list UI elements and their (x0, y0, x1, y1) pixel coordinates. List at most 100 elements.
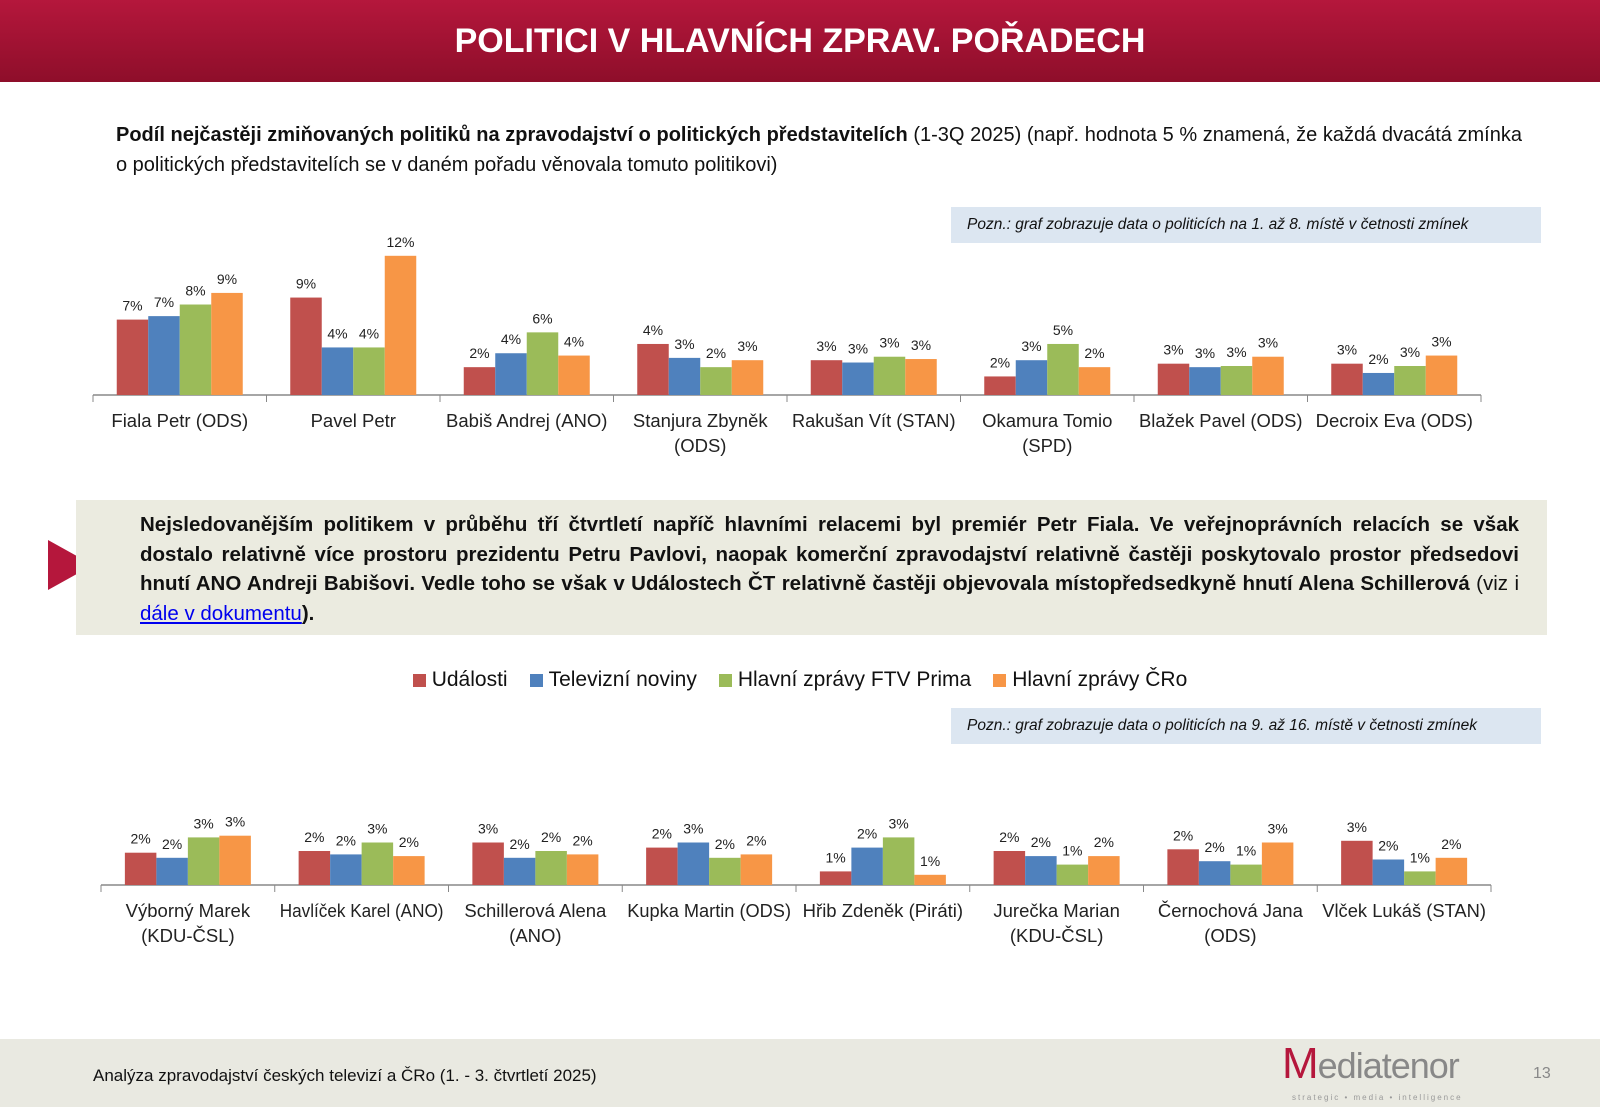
bar (873, 356, 906, 395)
bar (124, 852, 157, 885)
chart-subtitle: Podíl nejčastěji zmiňovaných politiků na… (116, 120, 1522, 180)
bar (472, 842, 504, 885)
bar (116, 319, 149, 395)
category-label: Fiala Petr (ODS) (111, 410, 248, 431)
bar (526, 332, 559, 395)
bar (187, 837, 220, 885)
bar (1157, 363, 1190, 395)
bar (1404, 871, 1436, 885)
chart-bottom: 2% 2% 3% 3% Výborný Marek (KDU-ČSL) 2% 2% 3% 2% Ha… (100, 814, 1492, 946)
legend: Události Televizní noviny Hlavní zprávy … (0, 668, 1600, 692)
bar (1078, 367, 1111, 395)
data-label: 3% (816, 338, 836, 354)
bar (1056, 864, 1089, 885)
category-label: Rakušan Vít (STAN) (792, 410, 956, 431)
footer: Analýza zpravodajství českých televizí a… (0, 1039, 1600, 1107)
bar (1025, 856, 1057, 885)
bar (1372, 859, 1405, 885)
bar (731, 360, 764, 395)
data-label: 4% (359, 325, 379, 341)
bar (1425, 355, 1458, 395)
data-label: 3% (1400, 344, 1420, 360)
subtitle-bold: Podíl nejčastěji zmiňovaných politiků na… (116, 124, 908, 146)
callout-box: Nejsledovanějším politikem v průběhu tří… (76, 500, 1547, 635)
data-label: 2% (1368, 351, 1388, 367)
bar (1189, 367, 1221, 395)
bar (558, 355, 590, 395)
bar (842, 362, 874, 395)
data-label: 3% (1258, 335, 1278, 351)
data-label: 7% (122, 298, 142, 314)
data-label: 2% (857, 826, 877, 842)
legend-swatch (993, 673, 1007, 687)
bar (677, 842, 710, 885)
bar (1167, 849, 1199, 885)
category-label: Hřib Zdeněk (Piráti) (803, 900, 963, 921)
bar (463, 367, 496, 395)
category-label: Babiš Andrej (ANO) (446, 410, 607, 431)
category-label: Vlček Lukáš (STAN) (1322, 900, 1486, 921)
bar (156, 857, 188, 885)
category-label: Pavel Petr (311, 410, 396, 431)
data-label: 1% (920, 853, 940, 869)
category-label: Kupka Martin (ODS) (627, 900, 791, 921)
bar (393, 856, 425, 885)
document-link[interactable]: dále v dokumentu (140, 601, 302, 625)
bar (851, 847, 883, 885)
bar (1015, 360, 1048, 395)
bar (740, 854, 773, 885)
data-label: 6% (532, 310, 552, 326)
data-label: 3% (911, 337, 931, 353)
data-label: 1% (1062, 843, 1082, 859)
legend-label: Události (431, 668, 508, 691)
category-label: Stanjura Zbyněk (633, 410, 768, 431)
data-label: 3% (1226, 344, 1246, 360)
data-label: 2% (990, 354, 1010, 370)
data-label: 3% (1337, 342, 1357, 358)
bar (905, 359, 937, 395)
data-label: 2% (1441, 836, 1461, 852)
page-number: 13 (1533, 1065, 1551, 1082)
data-label: 2% (715, 836, 735, 852)
category-label: Decroix Eva (ODS) (1316, 410, 1473, 431)
bar (361, 842, 394, 885)
bar (148, 316, 180, 395)
bar (1394, 366, 1426, 395)
category-label: Jurečka Marian (993, 900, 1119, 921)
legend-swatch (412, 673, 426, 687)
data-label: 3% (1347, 819, 1367, 835)
data-label: 2% (131, 831, 151, 847)
bar (1341, 840, 1373, 885)
data-label: 3% (889, 815, 909, 831)
bar (882, 837, 915, 885)
bar (1252, 356, 1284, 395)
data-label: 7% (154, 294, 174, 310)
data-label: 2% (541, 829, 561, 845)
bar (1362, 372, 1395, 395)
data-label: 2% (1084, 345, 1104, 361)
data-label: 2% (304, 829, 324, 845)
data-label: 3% (194, 815, 214, 831)
data-label: 5% (1053, 322, 1073, 338)
data-label: 4% (327, 325, 347, 341)
bar (1261, 842, 1294, 885)
data-label: 9% (296, 276, 316, 292)
category-label: (ODS) (674, 435, 726, 456)
bar (503, 857, 536, 885)
data-label: 3% (367, 821, 387, 837)
bar (384, 255, 417, 395)
data-label: 2% (573, 832, 593, 848)
legend-swatch (718, 673, 732, 687)
callout-text: Nejsledovanějším politikem v průběhu tří… (140, 513, 1519, 595)
category-label: Blažek Pavel (ODS) (1139, 410, 1303, 431)
data-label: 2% (999, 829, 1019, 845)
data-label: 2% (746, 832, 766, 848)
bar (179, 304, 212, 395)
footer-text: Analýza zpravodajství českých televizí a… (93, 1066, 597, 1085)
bar (566, 854, 599, 885)
bar (914, 874, 946, 885)
data-label: 4% (564, 334, 584, 350)
bar (1047, 343, 1079, 395)
data-label: 3% (478, 821, 498, 837)
data-label: 3% (737, 338, 757, 354)
